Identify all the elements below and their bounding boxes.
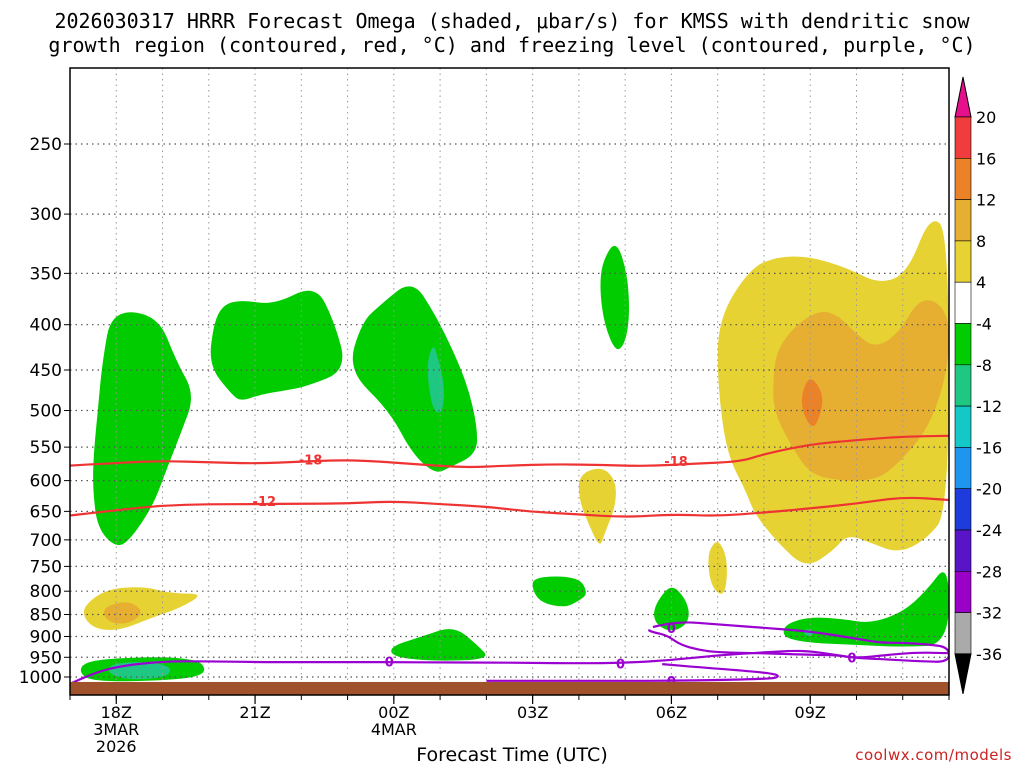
y-tick-label-400: 400 [30, 316, 62, 336]
y-tick-label-600: 600 [30, 472, 62, 492]
freezing-level-lower-contour [647, 621, 949, 663]
omega-region-8 [654, 587, 689, 631]
colorbar-segment-7 [954, 364, 972, 407]
colorbar-segment-11 [954, 529, 972, 572]
colorbar-segment-9 [954, 447, 972, 489]
y-tick-label-300: 300 [30, 205, 62, 225]
colorbar-segment-12 [954, 570, 972, 613]
y-tick-label-700: 700 [30, 531, 62, 551]
y-tick-label-250: 250 [30, 135, 62, 155]
omega-region-17 [708, 542, 727, 594]
colorbar-label-12: -28 [976, 562, 1002, 581]
colorbar-label-6: -4 [976, 315, 992, 334]
colorbar-segment-8 [954, 405, 972, 448]
colorbar-top-arrow [954, 76, 972, 118]
y-tick-label-800: 800 [30, 582, 62, 602]
colorbar-segment-13 [954, 612, 972, 655]
colorbar-label-14: -36 [976, 645, 1002, 664]
x-axis-label: Forecast Time (UTC) [416, 744, 608, 766]
omega-region-9 [783, 572, 949, 647]
omega-region-19 [103, 602, 141, 624]
omega-region-4 [427, 347, 444, 413]
freezing-level-main-label-2: 0 [616, 657, 625, 672]
y-tick-label-500: 500 [30, 402, 62, 422]
colorbar-segment-2 [954, 158, 972, 200]
omega-region-7 [391, 629, 486, 661]
dendritic-top-label-1: -18 [299, 454, 323, 469]
x-tick-label-18Z-1: 18Z [101, 703, 132, 722]
x-tick-label-18Z-3: 2026 [96, 737, 137, 756]
y-tick-label-1000: 1000 [19, 668, 62, 688]
x-tick-label-03Z-1: 03Z [517, 703, 548, 722]
site-credit[interactable]: coolwx.com/models [855, 746, 1012, 764]
y-tick-label-650: 650 [30, 502, 62, 522]
y-tick-label-450: 450 [30, 361, 62, 381]
dendritic-top-contour [70, 434, 949, 469]
colorbar-segment-1 [954, 116, 972, 159]
dendritic-bottom-label-1: -12 [253, 495, 277, 510]
x-tick-label-06Z-1: 06Z [656, 703, 687, 722]
dendritic-bottom-contour [70, 496, 949, 518]
colorbar-label-9: -16 [976, 438, 1002, 457]
freezing-level-lower-label-1: 0 [667, 622, 676, 637]
colorbar-label-4: 8 [976, 232, 986, 251]
omega-region-6 [532, 576, 586, 607]
colorbar-label-13: -32 [976, 604, 1002, 623]
y-tick-label-350: 350 [30, 264, 62, 284]
dendritic-top-label-2: -18 [664, 455, 688, 470]
colorbar-label-5: 4 [976, 273, 986, 292]
chart-title-line-1: 2026030317 HRRR Forecast Omega (shaded, … [54, 9, 970, 33]
x-tick-label-18Z-2: 3MAR [93, 720, 139, 739]
x-tick-label-09Z-1: 09Z [795, 703, 826, 722]
colorbar-segment-4 [954, 240, 972, 283]
colorbar-label-11: -24 [976, 521, 1002, 540]
colorbar-label-10: -20 [976, 480, 1002, 499]
omega-region-2 [210, 290, 343, 400]
freezing-level-main-label-3: 0 [847, 652, 856, 667]
colorbar-segment-10 [954, 488, 972, 531]
chart-title-line-2: growth region (contoured, red, °C) and f… [48, 33, 976, 57]
colorbar-segment-6 [954, 323, 972, 366]
y-tick-label-900: 900 [30, 627, 62, 647]
omega-region-15 [801, 379, 823, 427]
freezing-level-main-label-1: 0 [385, 655, 394, 670]
colorbar-segment-5 [954, 281, 972, 324]
terrain-strip [70, 681, 949, 695]
x-tick-label-00Z-1: 00Z [378, 703, 409, 722]
omega-region-18 [83, 587, 198, 630]
colorbar-segment-3 [954, 199, 972, 242]
y-tick-label-550: 550 [30, 438, 62, 458]
omega-region-1 [93, 312, 191, 546]
omega-region-5 [600, 245, 630, 350]
colorbar-label-3: 12 [976, 191, 996, 210]
colorbar-label-8: -12 [976, 397, 1002, 416]
y-tick-label-950: 950 [30, 648, 62, 668]
y-tick-label-850: 850 [30, 606, 62, 626]
omega-region-3 [352, 286, 478, 472]
colorbar-label-2: 16 [976, 149, 996, 168]
colorbar-label-7: -8 [976, 356, 992, 375]
omega-region-16 [578, 468, 616, 544]
y-tick-label-750: 750 [30, 557, 62, 577]
colorbar-label-1: 20 [976, 108, 996, 127]
x-tick-label-00Z-2: 4MAR [371, 720, 417, 739]
omega-region-14 [773, 300, 949, 481]
x-tick-label-21Z-1: 21Z [239, 703, 270, 722]
colorbar-bottom-arrow [954, 653, 972, 694]
freezing-level-surface-contour [486, 663, 779, 682]
